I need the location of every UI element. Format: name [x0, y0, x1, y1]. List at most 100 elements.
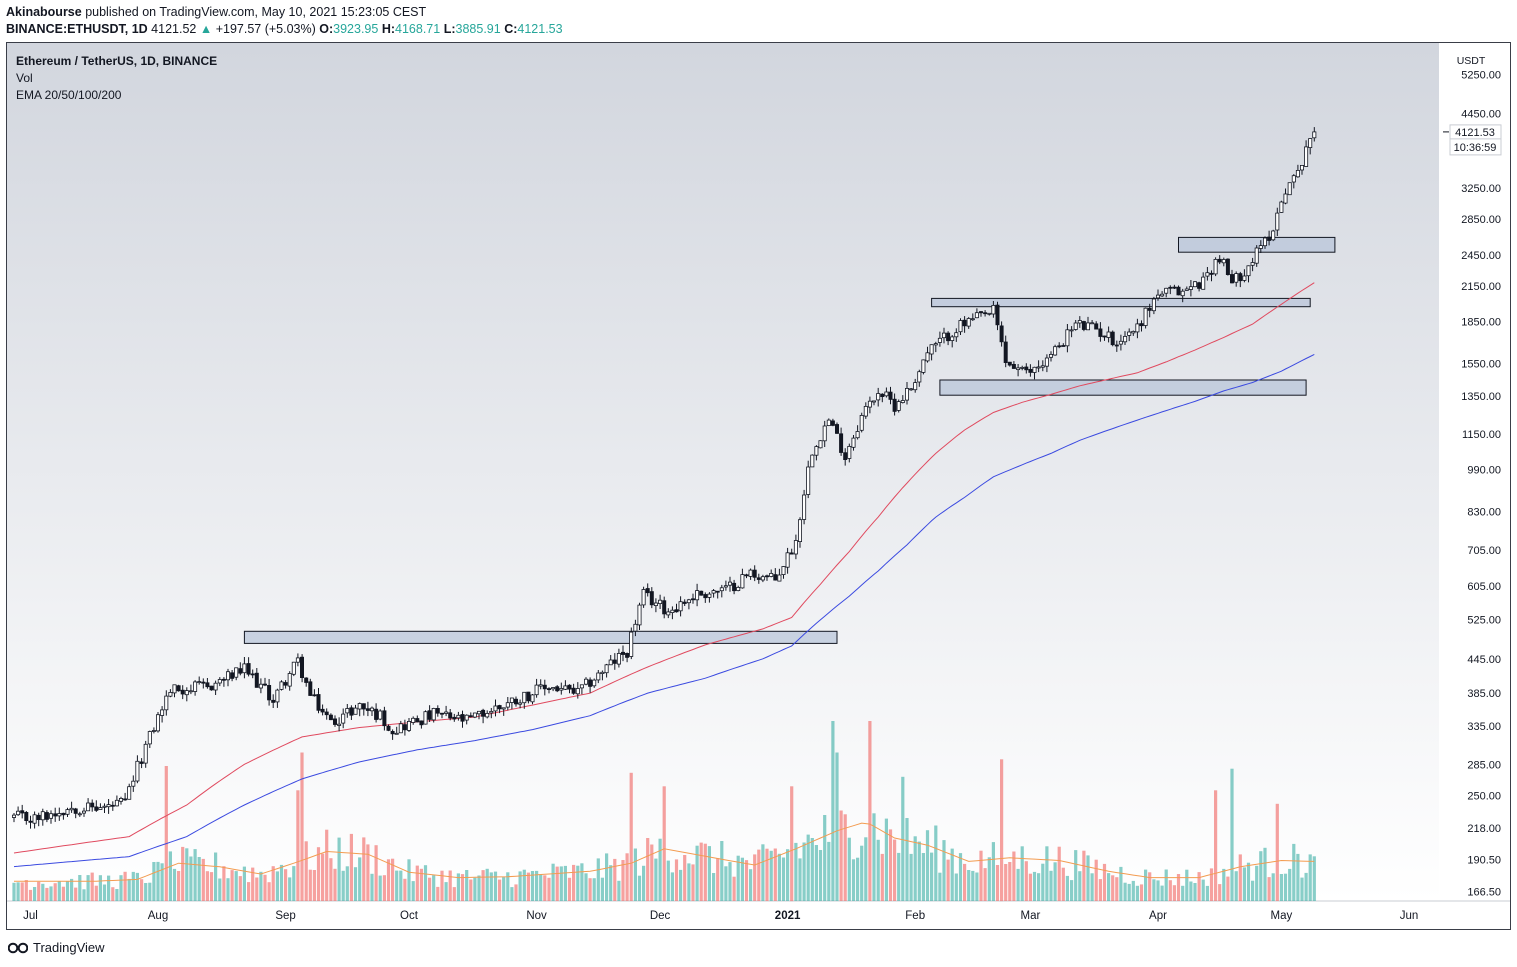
candle	[1007, 361, 1012, 367]
candle	[995, 301, 1000, 331]
candle	[151, 727, 156, 734]
candle-body	[1151, 298, 1156, 312]
candle	[1016, 364, 1021, 377]
candle-body	[82, 810, 87, 814]
candle-body	[20, 810, 25, 814]
candle	[645, 583, 650, 597]
candle	[242, 657, 247, 679]
volume-bar	[975, 872, 979, 901]
candle	[686, 598, 691, 610]
volume-bar	[1160, 885, 1164, 901]
volume-bar	[707, 846, 711, 901]
legend-title[interactable]: Ethereum / TetherUS, 1D, BINANCE	[16, 54, 218, 68]
volume-bar	[736, 855, 740, 901]
volume-bar	[255, 877, 259, 901]
candle-body	[1254, 247, 1259, 264]
price-tick-7: 1850.00	[1461, 317, 1501, 329]
volume-bar	[712, 873, 716, 901]
volume-bar	[333, 868, 337, 901]
candle	[1160, 291, 1165, 297]
candle-body	[1123, 335, 1128, 343]
candle	[970, 313, 975, 321]
volume-bar	[123, 871, 127, 901]
candle-body	[275, 689, 280, 703]
candle	[662, 596, 667, 619]
candle	[555, 685, 560, 693]
candle	[913, 378, 918, 393]
chart-container[interactable]: USDT 5250.00 4450.00 3250.00 2850.00 2450.00…	[6, 42, 1511, 930]
candle	[102, 803, 107, 813]
volume-bar	[1255, 865, 1259, 901]
candle-body	[1106, 331, 1111, 338]
candle-body	[810, 454, 815, 468]
candle-body	[962, 319, 967, 327]
candle-body	[896, 401, 901, 411]
volume-bar	[1176, 874, 1181, 901]
candle	[522, 691, 527, 709]
legend-ema[interactable]: EMA 20/50/100/200	[16, 88, 122, 102]
candle-body	[406, 721, 411, 731]
candle-body	[1131, 330, 1136, 334]
author-name[interactable]: Akinabourse	[6, 5, 82, 19]
candle	[378, 709, 383, 721]
volume-bar	[259, 871, 263, 901]
candle-body	[555, 686, 560, 692]
volume-bar	[596, 858, 600, 901]
volume-bar	[325, 829, 329, 901]
tradingview-branding[interactable]: TradingView	[8, 939, 105, 955]
candle-body	[905, 387, 910, 401]
candle-body	[880, 393, 885, 398]
candle-body	[242, 663, 247, 674]
candle-body	[888, 391, 893, 400]
volume-bar	[1185, 869, 1189, 901]
candle-body	[316, 694, 321, 711]
candle-body	[1263, 237, 1268, 247]
volume-bar	[1288, 868, 1292, 901]
candle-body	[872, 400, 877, 403]
volume-bar	[485, 868, 489, 901]
volume-bar	[275, 871, 279, 901]
volume-bar	[1234, 871, 1238, 901]
candle	[1086, 316, 1091, 331]
volume-bar	[786, 849, 790, 901]
volume-bar	[382, 875, 386, 901]
legend-volume[interactable]: Vol	[16, 71, 33, 85]
candle-body	[304, 677, 309, 683]
volume-bar	[127, 878, 131, 901]
volume-bar	[419, 868, 423, 901]
candle	[53, 807, 58, 822]
price-tick-18: 335.00	[1467, 721, 1501, 733]
price-chart[interactable]: USDT 5250.00 4450.00 3250.00 2850.00 2450.00…	[7, 43, 1510, 929]
candle	[28, 815, 33, 829]
candle-body	[291, 661, 296, 675]
volume-bar	[49, 886, 53, 901]
candle	[1127, 328, 1132, 342]
time-axis[interactable]: Jul Aug Sep Oct Nov Dec 2021 Feb Mar Apr May Jun	[23, 910, 1418, 922]
candle-body	[180, 689, 185, 695]
candle-body	[1065, 329, 1070, 347]
candle	[1304, 140, 1309, 167]
volume-bar	[629, 772, 633, 901]
volume-bar	[1102, 863, 1107, 901]
candle	[77, 811, 82, 817]
volume-bar	[567, 877, 572, 901]
candle-body	[876, 393, 881, 401]
volume-bar	[930, 852, 934, 901]
candle-body	[234, 667, 239, 678]
volume-bar	[1053, 862, 1057, 901]
candle-body	[320, 708, 325, 713]
candle	[542, 679, 547, 696]
volume-bar	[1000, 759, 1004, 902]
price-axis[interactable]: USDT 5250.00 4450.00 3250.00 2850.00 2450.00…	[1457, 55, 1501, 899]
candle-body	[1044, 357, 1049, 367]
volume-bar	[971, 870, 975, 901]
candle-body	[505, 702, 510, 708]
volume-bar	[1275, 803, 1279, 901]
volume-bar	[271, 866, 275, 901]
volume-bar	[82, 889, 86, 901]
volume-bar	[386, 859, 391, 901]
candle	[789, 548, 794, 555]
candle-body	[102, 805, 107, 808]
volume-bar	[288, 877, 292, 901]
candle	[406, 718, 411, 732]
